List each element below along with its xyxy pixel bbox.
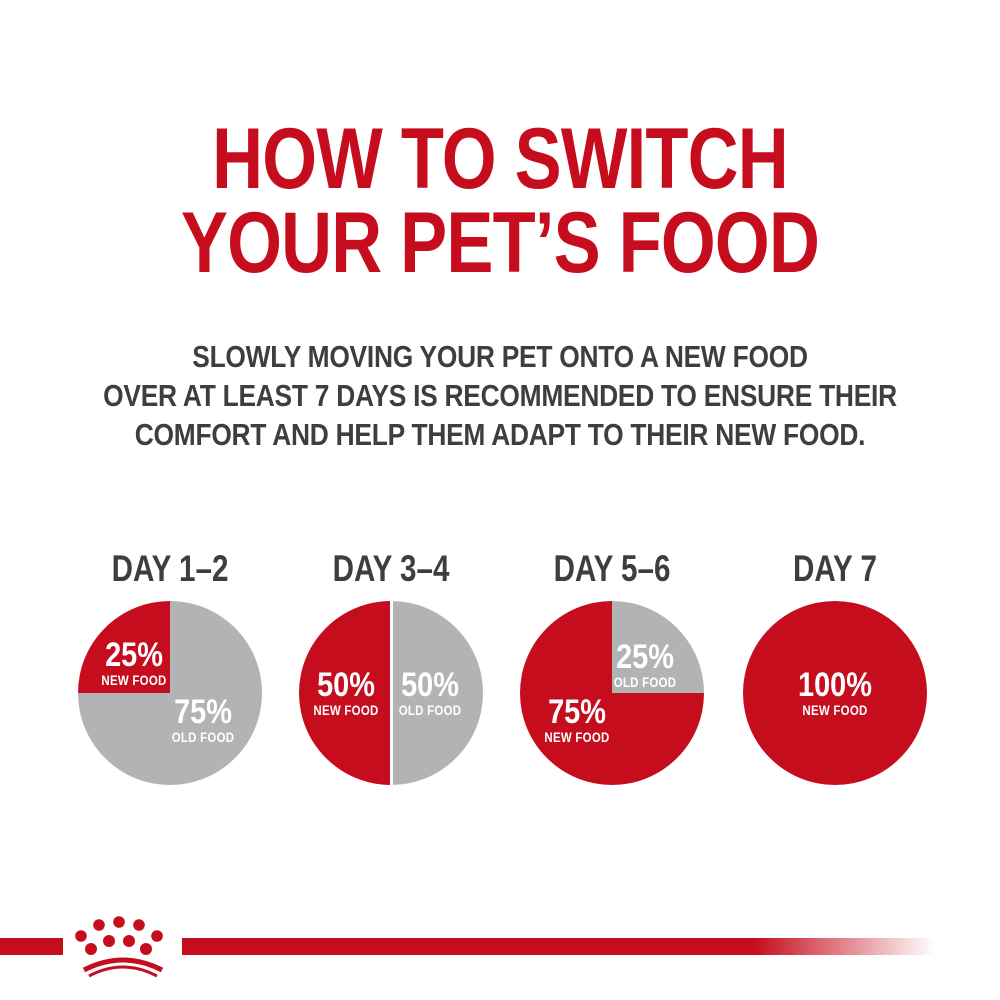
pie-chart-day-3-4: 50% NEW FOOD 50% OLD FOOD: [299, 601, 483, 785]
pie-title-day-7: DAY 7: [793, 548, 877, 589]
footer-rule-right-segment: [182, 938, 935, 955]
pie-title-day-5-6: DAY 5–6: [553, 548, 671, 589]
pie-block-day-1-2: DAY 1–2 25% NEW FOOD 75% OLD FOOD: [70, 550, 270, 810]
royal-canin-crown-icon: [75, 916, 164, 978]
pie-block-day-7: DAY 7 100% NEW FOOD: [735, 550, 935, 810]
pie-chart-day-7: 100% NEW FOOD: [743, 601, 927, 785]
pie-block-day-3-4: DAY 3–4 50% NEW FOOD 50% OLD FOOD: [291, 550, 491, 810]
pie-chart-day-5-6: 25% OLD FOOD 75% NEW FOOD: [520, 601, 704, 785]
footer-rule-left-segment: [0, 938, 63, 955]
pie-slice-divider: [389, 601, 393, 785]
subtitle-line-2: OVER AT LEAST 7 DAYS IS RECOMMENDED TO E…: [103, 378, 897, 413]
pie-slice-label-old-food: 75% OLD FOOD: [171, 693, 235, 745]
pie-slice-label-new-food: 50% NEW FOOD: [313, 666, 379, 718]
pie-chart-day-1-2: 25% NEW FOOD 75% OLD FOOD: [78, 601, 262, 785]
pie-slice-label-old-food: 25% OLD FOOD: [613, 638, 677, 690]
page-title-line-1: HOW TO SWITCH: [212, 111, 788, 207]
pie-slice-label-new-food: 75% NEW FOOD: [544, 693, 610, 745]
subtitle-line-3: COMFORT AND HELP THEM ADAPT TO THEIR NEW…: [134, 417, 866, 452]
pie-slice-label-new-food: 25% NEW FOOD: [101, 636, 167, 688]
pie-slice-label-old-food: 50% OLD FOOD: [398, 666, 462, 718]
pie-block-day-5-6: DAY 5–6 25% OLD FOOD 75% NEW FOOD: [512, 550, 712, 810]
pie-slice-label-new-food: 100% NEW FOOD: [798, 666, 872, 718]
pie-title-day-3-4: DAY 3–4: [332, 548, 450, 589]
page-title-line-2: YOUR PET’S FOOD: [180, 195, 820, 291]
subtitle-line-1: SLOWLY MOVING YOUR PET ONTO A NEW FOOD: [192, 339, 808, 374]
pie-title-day-1-2: DAY 1–2: [111, 548, 229, 589]
